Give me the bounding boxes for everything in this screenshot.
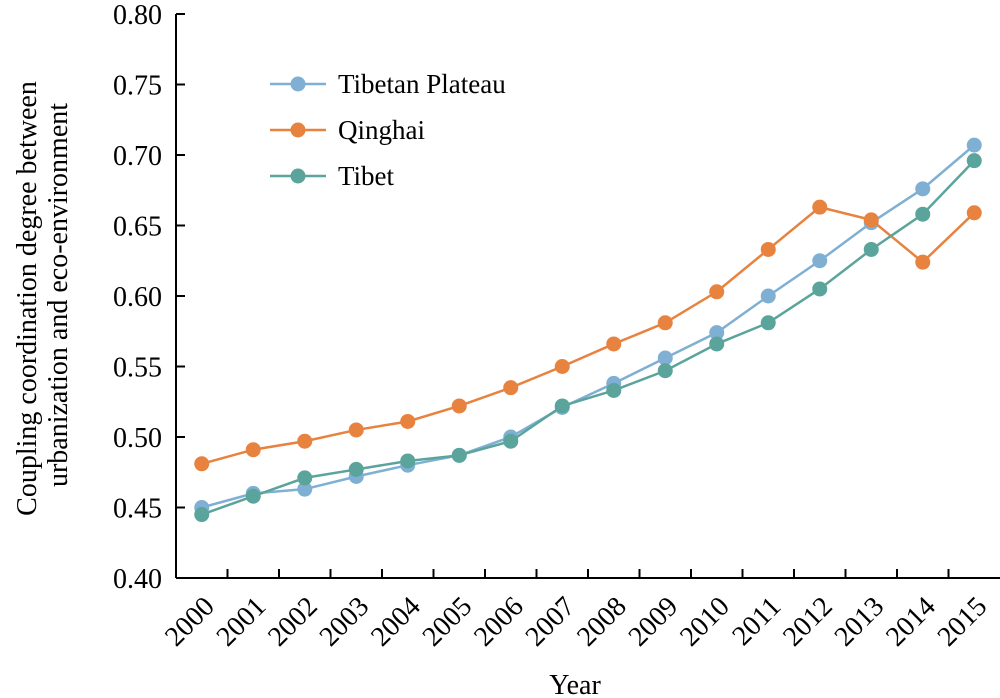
x-tick-label: 2007 [520,591,582,653]
y-tick-label: 0.55 [113,353,162,384]
data-point [657,363,673,379]
series-line [201,205,976,465]
series-tibet [194,153,982,523]
x-tick-label: 2010 [674,591,736,653]
x-tick-label: 2014 [880,591,942,653]
y-tick-label: 0.40 [113,564,162,595]
data-point [503,380,519,396]
data-point [245,488,261,504]
x-tick-label: 2008 [571,591,633,653]
data-point [554,398,570,414]
data-point [915,254,931,270]
data-point [400,413,416,429]
data-point [760,288,776,304]
legend-label: Qinghai [338,115,425,145]
legend-label: Tibetan Plateau [338,69,506,99]
data-point [812,199,828,215]
data-point [348,422,364,438]
data-point [709,325,725,341]
data-point [966,205,982,221]
data-point [812,253,828,269]
legend-item: Tibetan Plateau [270,69,506,99]
data-point [348,461,364,477]
data-point [915,206,931,222]
data-point [812,281,828,297]
data-point [657,315,673,331]
series-tibetan-plateau [194,137,982,515]
x-tick-label: 2012 [777,591,839,653]
data-point [194,456,210,472]
x-tick-label: 2002 [262,591,324,653]
y-tick-label: 0.45 [113,494,162,525]
x-tick-label: 2005 [417,591,479,653]
data-point [194,507,210,523]
data-point [451,398,467,414]
legend: Tibetan Plateau Qinghai Tibet [270,69,506,191]
y-axis-title-line-2: urbanization and eco-environment [43,103,74,487]
legend-item: Qinghai [270,115,425,145]
legend-label: Tibet [338,161,395,191]
y-tick-label: 0.80 [113,0,162,31]
series-line [201,144,976,509]
x-tick-label: 2006 [468,591,530,653]
data-point [760,315,776,331]
data-point [400,453,416,469]
data-point [915,181,931,197]
data-point [760,241,776,257]
data-point [606,336,622,352]
x-tick-label: 2001 [211,591,273,653]
legend-marker [290,76,306,92]
legend-item: Tibet [270,161,395,191]
series-layer [194,137,982,523]
legend-marker [290,122,306,138]
x-tick-label: 2004 [365,591,427,653]
data-point [297,481,313,497]
y-tick-label: 0.70 [113,141,162,172]
x-axis-title: Year [549,670,601,698]
data-point [863,241,879,257]
series-line [201,159,976,516]
data-point [245,442,261,458]
y-tick-label: 0.60 [113,282,162,313]
x-tick-label: 2003 [314,591,376,653]
legend-marker [290,168,306,184]
data-point [966,137,982,153]
x-tick-label: 2013 [829,591,891,653]
y-tick-label: 0.65 [113,212,162,243]
data-point [503,433,519,449]
data-point [709,336,725,352]
data-point [657,350,673,366]
y-tick-label: 0.75 [113,71,162,102]
data-point [966,153,982,169]
data-point [297,470,313,486]
data-point [606,382,622,398]
data-point [451,447,467,463]
x-tick-label: 2015 [932,591,994,653]
axes: 0.40 0.45 0.50 0.55 0.60 0.65 0.70 0.75 0.80 2000… [113,0,1000,653]
x-tick-label: 2011 [726,591,787,652]
y-axis-title-line-1: Coupling coordination degree between [12,81,43,516]
x-tick-label: 2009 [623,591,685,653]
data-point [554,359,570,374]
y-tick-label: 0.50 [113,423,162,454]
data-point [863,212,879,228]
series-qinghai [194,199,982,472]
data-point [709,284,725,300]
y-axis-title: Coupling coordination degree between urb… [12,74,74,516]
data-point [297,433,313,449]
x-tick-label: 2000 [159,591,221,653]
